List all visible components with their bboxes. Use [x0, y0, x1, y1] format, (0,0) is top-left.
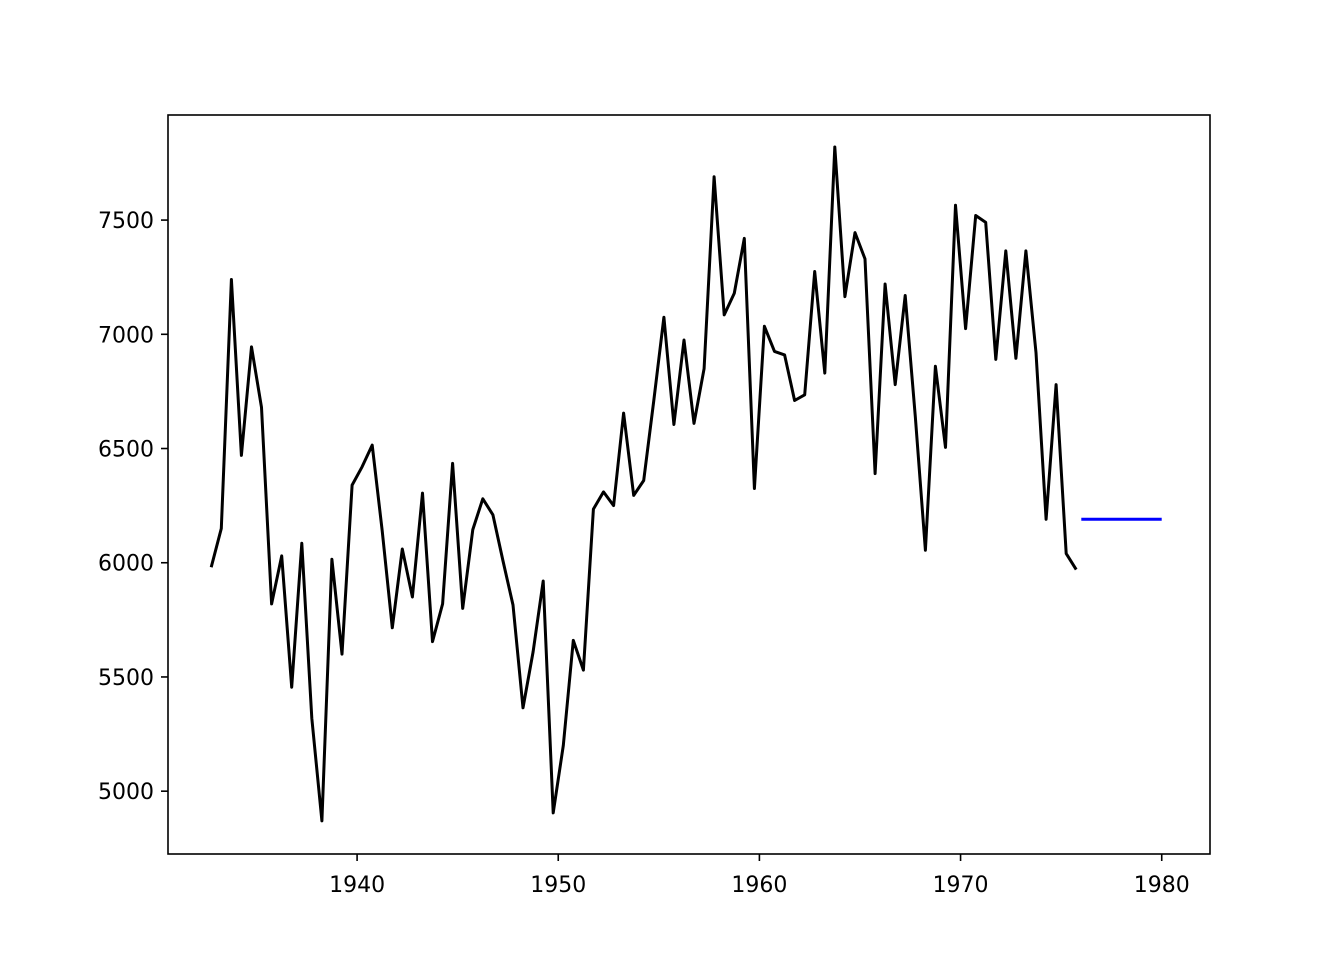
x-tick-label: 1970	[933, 873, 989, 898]
series-layer	[209, 145, 1162, 823]
y-tick-label: 7000	[98, 323, 154, 348]
y-tick-label: 5500	[98, 666, 154, 691]
y-axis: 5000 5500 6000 6500 7000 7500	[98, 209, 168, 805]
x-axis: 1940 1950 1960 1970 1980	[329, 854, 1190, 898]
x-tick-label: 1940	[329, 873, 385, 898]
y-tick-label: 6000	[98, 552, 154, 577]
y-tick-label: 5000	[98, 780, 154, 805]
y-tick-label: 6500	[98, 438, 154, 463]
x-tick-label: 1950	[530, 873, 586, 898]
x-tick-label: 1960	[731, 873, 787, 898]
plot-frame	[167, 114, 1211, 855]
series-line-1	[209, 145, 1078, 823]
x-tick-label: 1980	[1134, 873, 1190, 898]
y-tick-label: 7500	[98, 209, 154, 234]
